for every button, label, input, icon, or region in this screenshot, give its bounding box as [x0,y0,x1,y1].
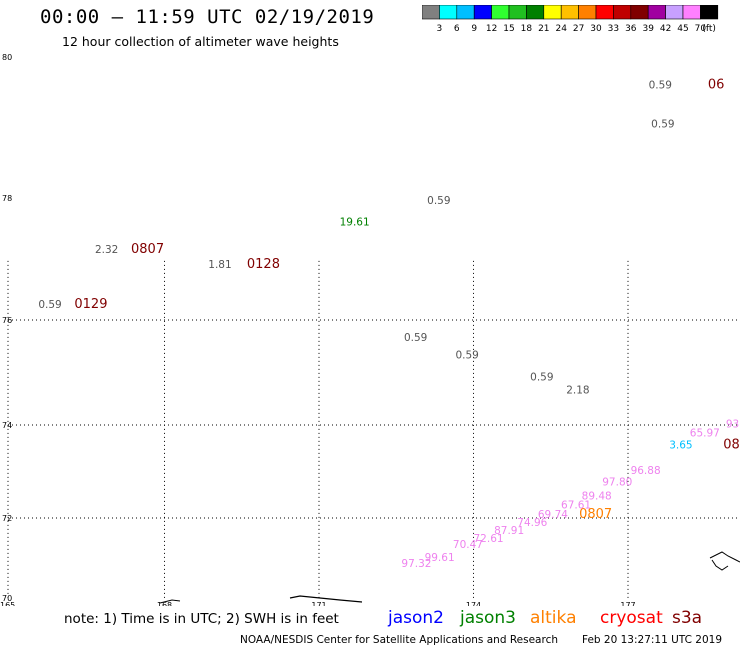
obs-swh-label: 0.59 [649,80,672,92]
scale-label: 42 [660,24,671,34]
obs-time-label: 0128 [247,257,280,272]
lon-label: 165 [0,601,15,606]
obs-swh-label: 0.59 [651,119,674,131]
lon-label: 177 [620,601,635,606]
coastline [159,599,181,604]
obs-swh-label: 0.59 [530,371,553,383]
obs-time-label: 06 [708,78,725,93]
obs-swh-label: 72.61 [474,533,504,545]
obs-swh-label: 97.80 [602,476,632,488]
obs-swh-label: 19.61 [340,216,370,228]
obs-swh-label: 87.91 [494,525,524,537]
scale-label: 3 [437,24,443,34]
scale-label: 21 [538,24,549,34]
scale-swatch [700,5,719,20]
obs-swh-label: 1.81 [208,259,231,271]
scale-label: 9 [471,24,477,34]
lat-label: 74 [2,421,12,430]
footer-note: note: 1) Time is in UTC; 2) SWH is in fe… [64,611,339,627]
scale-label: 27 [573,24,584,34]
obs-swh-label: 2.32 [95,244,118,256]
lat-label: 76 [2,316,12,325]
lat-label: 70 [2,594,12,603]
scale-label: 15 [503,24,514,34]
scale-label: 30 [590,24,602,34]
scale-label: 70 [695,24,707,34]
obs-swh-label: 74.96 [517,517,547,529]
obs-time-label: 080 [723,437,740,452]
sat-altika: altika [530,608,577,628]
scale-label: 36 [625,24,637,34]
scale-label: 24 [555,24,567,34]
sat-cryosat: cryosat [600,608,663,628]
coastline [709,551,740,571]
obs-swh-label: 0.59 [455,349,478,361]
generated-timestamp: Feb 20 13:27:11 UTC 2019 [582,634,722,646]
lon-label: 171 [311,601,326,606]
scale-label: 6 [454,24,460,34]
sat-s3a: s3a [672,608,703,628]
obs-swh-label: 67.61 [561,500,591,512]
lat-label: 78 [2,194,12,203]
obs-swh-label: 65.97 [690,428,720,440]
obs-time-label: 0807 [131,242,164,257]
scale-label: 45 [677,24,688,34]
scale-label: (ft) [702,24,716,34]
map-subtitle: 12 hour collection of altimeter wave hei… [62,34,339,49]
obs-swh-label: 0.59 [404,332,427,344]
obs-swh-label: 3.65 [669,439,692,451]
obs-swh-label: 0.59 [427,195,450,207]
scale-label: 33 [608,24,619,34]
lon-label: 168 [157,601,172,606]
obs-swh-label: 97.32 [401,558,431,570]
obs-swh-label: 93 [726,418,739,430]
obs-swh-label: 96.88 [631,465,661,477]
obs-swh-label: 69.74 [538,509,568,521]
scale-label: 18 [521,24,533,34]
coastline [289,595,363,603]
obs-swh-label: 89.48 [582,490,612,502]
scale-label: 39 [642,24,654,34]
credit-line: NOAA/NESDIS Center for Satellite Applica… [240,634,558,646]
lon-label: 174 [466,601,481,606]
sat-jason3: jason3 [460,608,516,628]
lat-label: 72 [2,514,12,523]
obs-swh-label: 99.61 [425,552,455,564]
color-scale-legend: 3 6 9 12 15 18 21 24 27 30 33 36 39 42 45 70(ft) [422,5,719,34]
scale-label: 12 [486,24,497,34]
obs-swh-label: 70.47 [453,539,483,551]
obs-time-label: 0129 [74,297,107,312]
obs-swh-label: 2.18 [566,385,589,397]
map-title: 00:00 – 11:59 UTC 02/19/2019 [40,6,375,28]
lat-label: 80 [2,53,12,62]
obs-swh-label: 0.59 [38,299,61,311]
sat-jason2: jason2 [388,608,444,628]
obs-time-label: 0807 [579,507,612,522]
